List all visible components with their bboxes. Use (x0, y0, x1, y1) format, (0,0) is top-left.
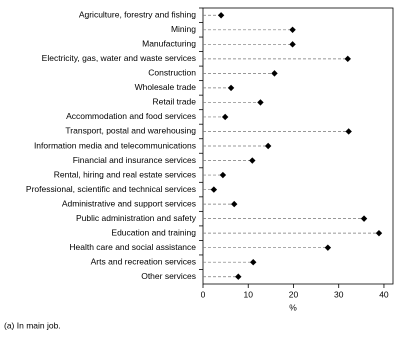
y-tick-label: Education and training (111, 227, 196, 237)
x-tick-label: 30 (334, 289, 344, 299)
dot (264, 142, 272, 150)
dot (345, 128, 352, 135)
dot (375, 229, 383, 237)
y-tick-label: Agriculture, forestry and fishing (79, 10, 196, 20)
y-tick-label: Other services (141, 271, 196, 281)
dot (271, 70, 278, 77)
dot (289, 41, 296, 48)
dot (221, 113, 229, 121)
dot (324, 244, 332, 251)
y-tick-label: Arts and recreation services (91, 256, 196, 266)
x-tick-label: 0 (201, 289, 206, 299)
dot (249, 157, 256, 164)
y-tick-label: Information media and telecommunications (34, 140, 196, 150)
dot (250, 259, 257, 266)
y-tick-label: Health care and social assistance (69, 242, 196, 252)
y-tick-label: Rental, hiring and real estate services (54, 169, 196, 179)
dot (227, 84, 235, 92)
dot (219, 171, 227, 179)
y-tick-label: Financial and insurance services (73, 155, 196, 165)
dot (344, 55, 351, 63)
footnote: (a) In main job. (4, 320, 61, 330)
x-tick-label: 20 (289, 289, 299, 299)
plot-frame (202, 7, 394, 285)
y-tick-label: Transport, postal and warehousing (65, 126, 196, 136)
y-tick-label: Administrative and support services (62, 198, 196, 208)
y-tick-label: Professional, scientific and technical s… (26, 184, 196, 194)
x-axis-label: % (289, 302, 297, 312)
dot (360, 215, 368, 222)
y-tick-label: Wholesale trade (135, 82, 197, 92)
dot (235, 273, 242, 280)
dot (210, 186, 218, 193)
x-tick-label: 40 (379, 289, 389, 299)
y-tick-label: Accommodation and food services (66, 111, 196, 121)
x-tick-label: 10 (244, 289, 254, 299)
y-tick-label: Manufacturing (142, 39, 196, 49)
y-tick-label: Electricity, gas, water and waste servic… (42, 53, 196, 63)
dot (217, 12, 225, 19)
dot (257, 99, 264, 106)
y-tick-label: Retail trade (153, 97, 197, 107)
dot (289, 26, 296, 33)
y-tick-label: Construction (148, 68, 196, 78)
y-tick-label: Public administration and safety (76, 213, 197, 223)
y-tick-label: Mining (171, 24, 196, 34)
dot (231, 200, 238, 208)
